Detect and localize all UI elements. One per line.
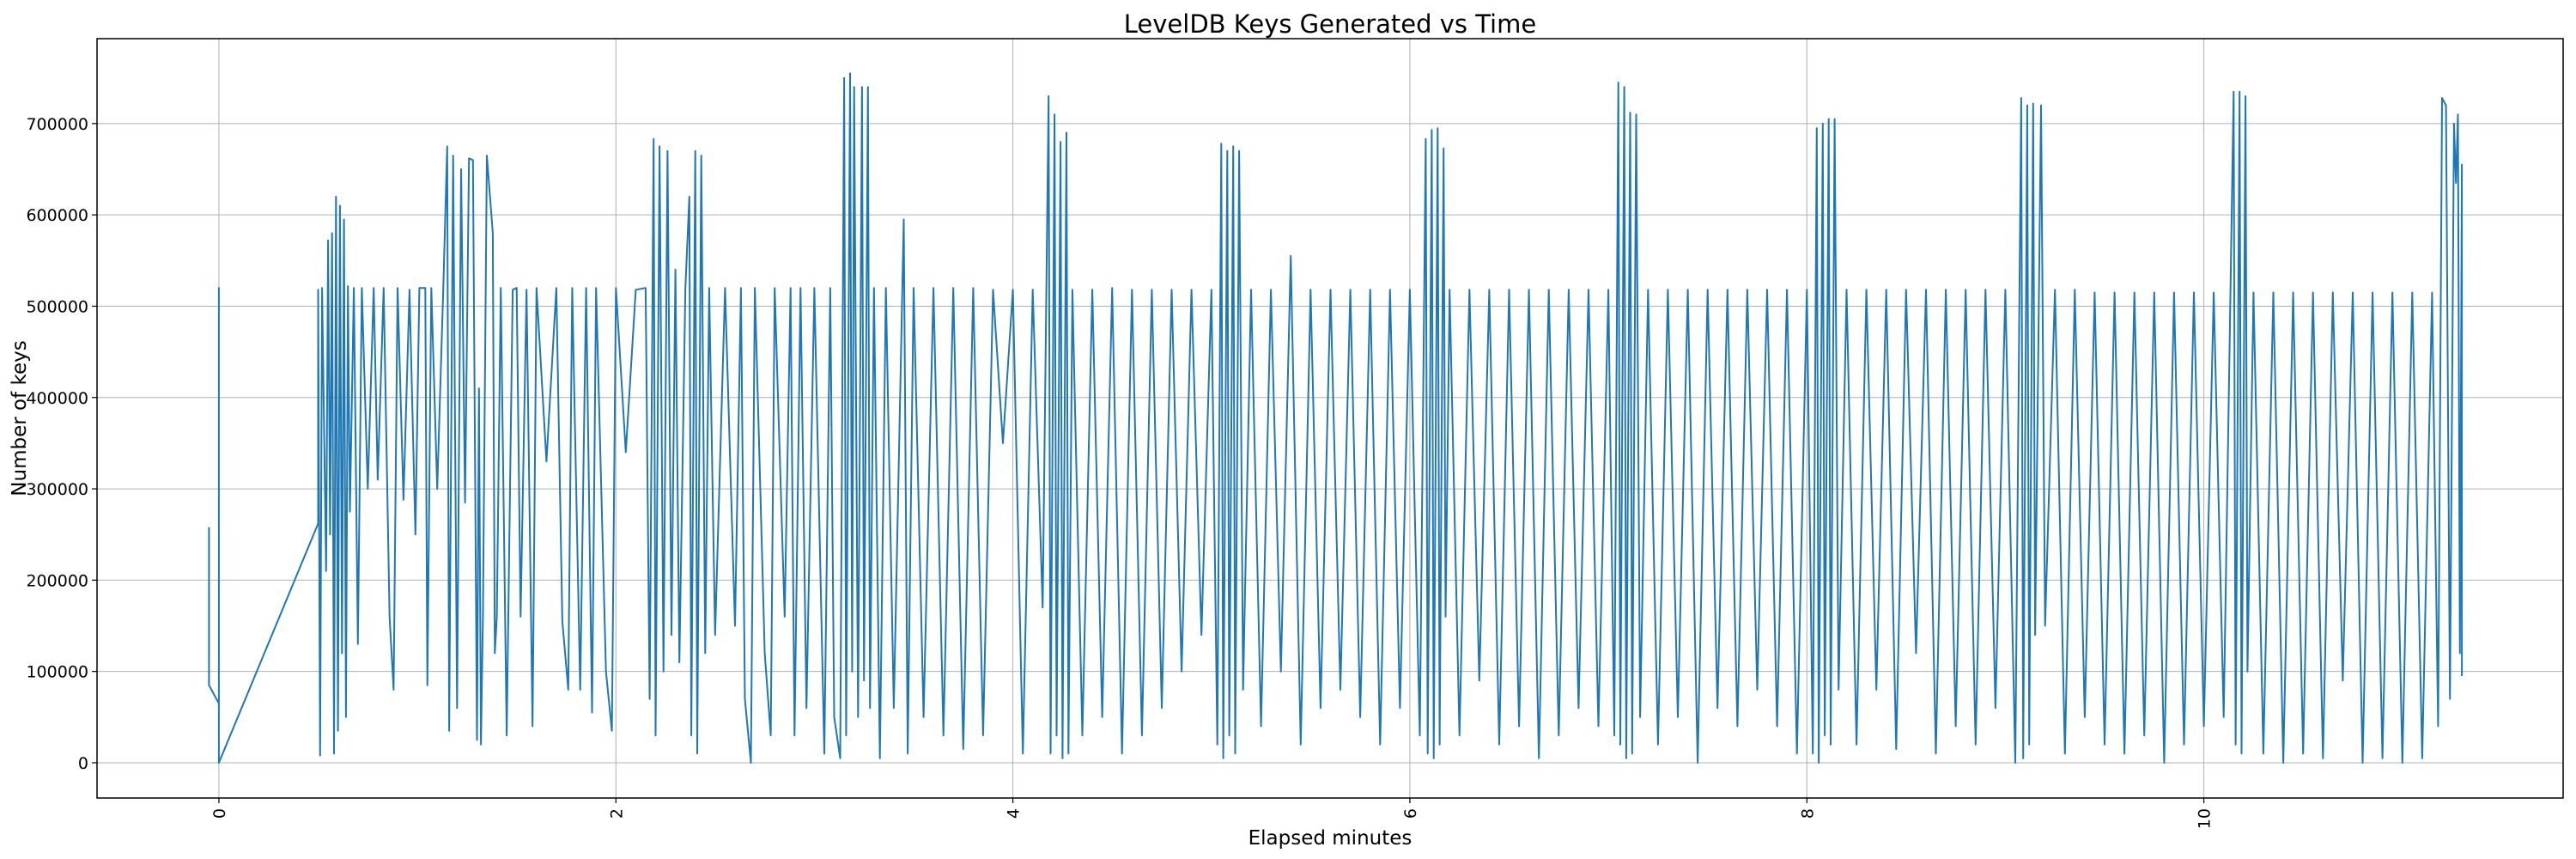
series-line-keys [208, 72, 2464, 764]
y-axis-label: Number of keys [9, 340, 31, 496]
y-axis: 0 100000 200000 300000 400000 500000 600000 700… [26, 115, 97, 773]
x-tick-label: 2 [607, 808, 626, 819]
series-group [208, 72, 2464, 764]
x-tick-label: 8 [1798, 808, 1817, 819]
x-tick-label: 10 [2196, 808, 2215, 829]
x-tick-label: 6 [1401, 808, 1420, 819]
y-tick-label: 100000 [26, 663, 88, 682]
x-tick-label: 4 [1005, 808, 1024, 819]
chart-title: LevelDB Keys Generated vs Time [1124, 9, 1536, 39]
x-axis: 0 2 4 6 8 10 [210, 798, 2215, 829]
y-tick-label: 600000 [26, 206, 88, 225]
y-tick-label: 400000 [26, 389, 88, 408]
y-tick-label: 300000 [26, 480, 88, 499]
x-axis-label: Elapsed minutes [1249, 827, 1413, 850]
grid [97, 39, 2563, 798]
plot-frame [96, 38, 2564, 799]
y-tick-label: 700000 [26, 115, 88, 134]
y-tick-label: 0 [78, 754, 88, 773]
y-tick-label: 200000 [26, 571, 88, 590]
x-tick-label: 0 [210, 808, 229, 819]
y-tick-label: 500000 [26, 297, 88, 316]
